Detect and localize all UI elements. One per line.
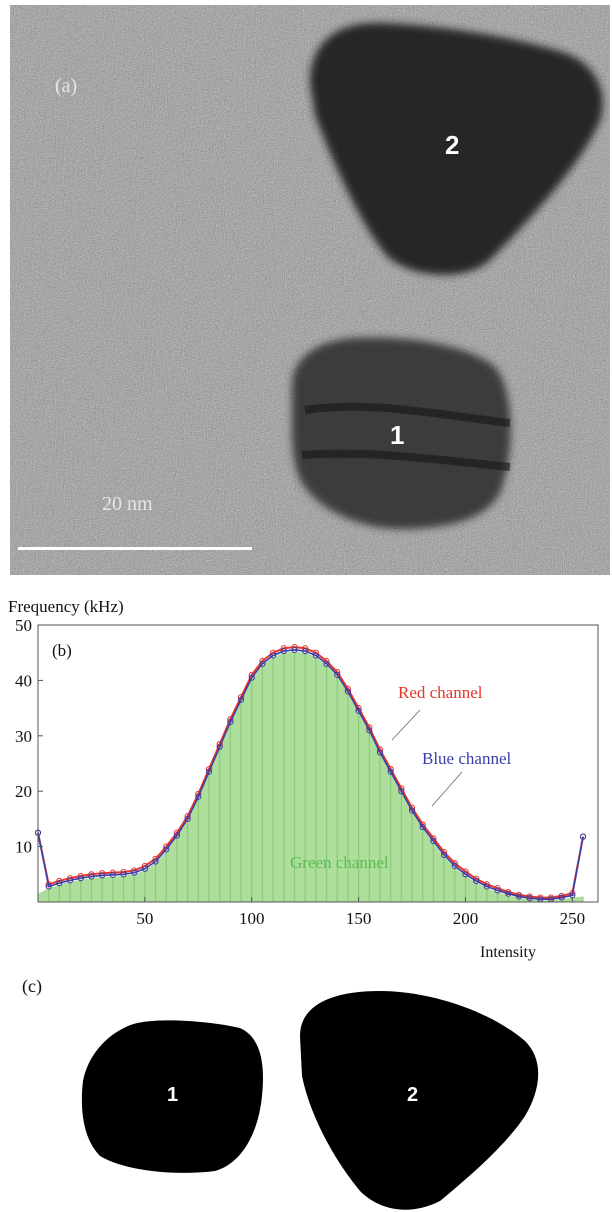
- particle-1-fringe: [301, 449, 511, 471]
- series-blue-point: [355, 707, 362, 714]
- mask-particle-2: [300, 991, 539, 1210]
- series-blue-point: [515, 893, 523, 900]
- series-blue-point: [483, 883, 490, 890]
- series-blue-point: [205, 768, 213, 775]
- tem-image-panel: (a) 20 nm 1 2: [10, 5, 610, 575]
- series-blue-point: [441, 851, 448, 859]
- series-blue-point: [462, 871, 469, 878]
- x-axis-label: Intensity: [480, 944, 536, 961]
- y-tick-label: 40: [15, 671, 32, 690]
- series-blue-point: [141, 865, 148, 872]
- series-blue-line: [37, 649, 584, 901]
- series-blue-point: [99, 872, 106, 879]
- y-axis-label: Frequency (kHz): [8, 597, 124, 616]
- series-blue-point: [195, 793, 202, 800]
- binary-mask-panel: (c) 1 2: [0, 966, 613, 1212]
- series-blue-point: [237, 696, 245, 703]
- mask-particle-1: [81, 1020, 263, 1173]
- series-blue-point: [366, 727, 373, 734]
- series-blue-point: [88, 873, 95, 880]
- binary-mask-image: [81, 991, 539, 1210]
- histogram-panel: 10 20 30 40 50 50 100 150 200 250 Frequency (kHz) I…: [0, 592, 613, 964]
- scale-bar-label: 20 nm: [102, 493, 153, 515]
- series-blue-point: [248, 674, 255, 681]
- particle-1-label: 1: [390, 420, 405, 450]
- tem-image: [10, 5, 610, 575]
- particle-2-label: 2: [445, 130, 460, 160]
- series-blue-point: [109, 871, 116, 878]
- series-blue-point: [56, 880, 63, 887]
- series-green-area: [38, 651, 584, 902]
- series-blue-point: [216, 743, 223, 750]
- green-channel-label: Green channel: [290, 853, 389, 872]
- particle-1-fringe: [304, 402, 511, 427]
- series-blue-point: [398, 788, 405, 795]
- series-blue-point: [280, 647, 287, 655]
- series-blue-point: [270, 652, 277, 659]
- series-blue-point: [430, 837, 437, 845]
- series-blue-point: [131, 869, 138, 876]
- y-tick-label: 30: [15, 727, 32, 746]
- series-blue-point: [494, 887, 501, 894]
- series-blue-point: [558, 894, 565, 901]
- series-blue-point: [473, 877, 480, 885]
- series-blue-point: [152, 858, 159, 865]
- panel-a-label: (a): [55, 75, 78, 97]
- series-blue-point: [291, 646, 298, 654]
- series-blue-point: [120, 871, 127, 878]
- series-blue-point: [227, 718, 234, 726]
- red-channel-label: Red channel: [398, 683, 483, 702]
- series-blue-point: [408, 807, 416, 814]
- series-red-line: [37, 646, 585, 899]
- blue-channel-leader: [431, 771, 463, 807]
- particle-2-shape: [310, 23, 603, 275]
- series-blue-point: [259, 660, 266, 667]
- series-blue-point: [344, 688, 352, 695]
- blue-channel-label: Blue channel: [422, 749, 511, 768]
- x-tick-label: 50: [136, 909, 153, 928]
- series-blue-point: [45, 883, 52, 890]
- series-blue-point: [579, 833, 587, 840]
- red-channel-leader: [391, 709, 421, 741]
- mask-particle-2-label: 2: [407, 1084, 419, 1106]
- series-blue-point: [323, 660, 330, 667]
- series-blue-point: [173, 832, 181, 839]
- series-blue-point: [302, 647, 309, 655]
- y-tick-label: 10: [15, 838, 32, 857]
- series-blue-point: [312, 652, 319, 659]
- x-tick-label: 200: [453, 909, 479, 928]
- series-blue-point: [66, 877, 74, 884]
- series-blue-point: [526, 895, 533, 902]
- series-blue-point: [184, 815, 191, 822]
- series-blue-point: [505, 890, 512, 897]
- series-blue-point: [376, 749, 384, 756]
- plot-frame: [37, 624, 599, 903]
- x-tick-label: 150: [346, 909, 372, 928]
- particle-1-shape: [291, 337, 511, 530]
- mask-particle-1-label: 1: [167, 1084, 179, 1106]
- series-blue-point: [163, 846, 170, 853]
- y-tick-label: 20: [15, 782, 32, 801]
- series-blue-point: [387, 768, 394, 775]
- panel-b-label: (b): [52, 641, 72, 660]
- series-blue-point: [334, 671, 341, 678]
- series-blue-point: [77, 875, 84, 882]
- histogram-chart: 10 20 30 40 50 50 100 150 200 250 Frequency (kHz) I…: [8, 597, 599, 961]
- panel-c-label: (c): [22, 976, 42, 996]
- series-blue-point: [451, 862, 458, 870]
- series-blue-point: [419, 824, 426, 831]
- x-tick-label: 250: [560, 909, 586, 928]
- y-tick-label: 50: [15, 616, 32, 635]
- x-tick-label: 100: [239, 909, 265, 928]
- scale-bar: [18, 547, 252, 550]
